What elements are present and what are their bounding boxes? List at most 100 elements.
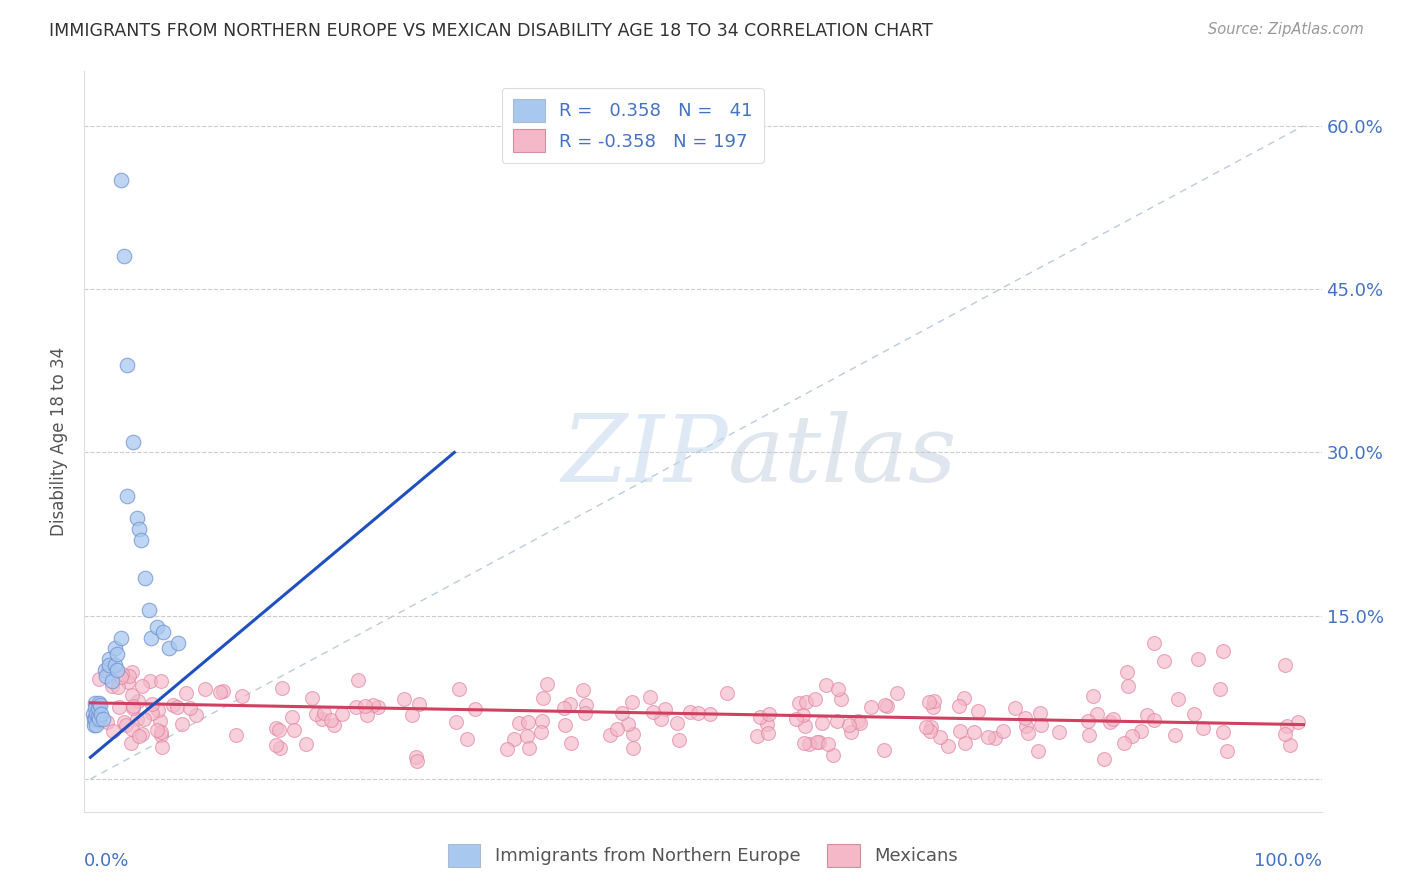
- Point: [209, 685, 232, 699]
- Point: [121, 700, 143, 714]
- Text: 100.0%: 100.0%: [1254, 853, 1322, 871]
- Point: [115, 359, 138, 373]
- Point: [184, 708, 207, 723]
- Point: [616, 716, 638, 731]
- Point: [560, 735, 582, 749]
- Point: [84, 712, 107, 726]
- Point: [141, 697, 163, 711]
- Point: [146, 703, 169, 717]
- Point: [1135, 708, 1157, 723]
- Legend: R =   0.358   N =   41, R = -0.358   N = 197: R = 0.358 N = 41, R = -0.358 N = 197: [502, 87, 763, 163]
- Point: [138, 674, 160, 689]
- Point: [502, 731, 524, 746]
- Point: [1085, 707, 1108, 722]
- Point: [367, 699, 389, 714]
- Point: [127, 712, 149, 726]
- Point: [815, 677, 838, 691]
- Point: [305, 707, 328, 722]
- Point: [121, 722, 143, 736]
- Point: [157, 641, 180, 656]
- Point: [101, 679, 124, 693]
- Point: [575, 698, 598, 712]
- Point: [984, 731, 1007, 745]
- Point: [267, 723, 290, 737]
- Point: [929, 731, 952, 745]
- Point: [1004, 700, 1026, 714]
- Point: [356, 708, 378, 723]
- Point: [785, 712, 807, 726]
- Point: [90, 706, 112, 721]
- Point: [793, 737, 815, 751]
- Point: [963, 724, 986, 739]
- Point: [83, 712, 105, 726]
- Point: [1092, 751, 1115, 765]
- Point: [1187, 652, 1209, 666]
- Point: [131, 726, 153, 740]
- Point: [84, 701, 107, 715]
- Point: [97, 657, 120, 672]
- Point: [1078, 728, 1101, 742]
- Point: [1153, 655, 1175, 669]
- Point: [530, 724, 553, 739]
- Point: [127, 694, 149, 708]
- Point: [849, 715, 872, 730]
- Point: [914, 720, 936, 734]
- Text: 0.0%: 0.0%: [84, 853, 129, 871]
- Point: [553, 701, 575, 715]
- Point: [87, 696, 110, 710]
- Point: [392, 692, 415, 706]
- Point: [131, 679, 153, 693]
- Point: [949, 723, 972, 738]
- Point: [1209, 682, 1232, 697]
- Point: [122, 434, 145, 449]
- Point: [807, 735, 830, 749]
- Point: [1192, 721, 1215, 735]
- Point: [280, 710, 302, 724]
- Point: [162, 698, 184, 713]
- Point: [610, 706, 633, 721]
- Point: [794, 695, 817, 709]
- Point: [758, 707, 780, 722]
- Point: [84, 714, 107, 729]
- Point: [231, 689, 253, 703]
- Point: [104, 641, 127, 656]
- Point: [114, 718, 136, 732]
- Point: [405, 749, 427, 764]
- Point: [1031, 718, 1053, 732]
- Point: [97, 661, 120, 675]
- Point: [149, 714, 172, 728]
- Point: [112, 714, 135, 729]
- Text: IMMIGRANTS FROM NORTHERN EUROPE VS MEXICAN DISABILITY AGE 18 TO 34 CORRELATION C: IMMIGRANTS FROM NORTHERN EUROPE VS MEXIC…: [49, 22, 934, 40]
- Point: [134, 571, 156, 585]
- Point: [225, 728, 247, 742]
- Point: [149, 673, 172, 688]
- Point: [806, 735, 828, 749]
- Point: [1164, 728, 1187, 742]
- Point: [1115, 665, 1137, 680]
- Point: [330, 706, 353, 721]
- Point: [1121, 729, 1143, 743]
- Point: [948, 699, 970, 714]
- Point: [456, 732, 478, 747]
- Point: [1014, 711, 1036, 725]
- Point: [686, 706, 709, 720]
- Point: [361, 698, 384, 712]
- Point: [641, 706, 664, 720]
- Point: [554, 718, 576, 732]
- Point: [86, 717, 108, 731]
- Point: [1212, 643, 1234, 657]
- Point: [1116, 679, 1139, 693]
- Point: [283, 723, 305, 738]
- Point: [599, 728, 621, 742]
- Point: [152, 625, 174, 640]
- Point: [1216, 744, 1239, 758]
- Point: [86, 709, 108, 723]
- Point: [408, 698, 430, 712]
- Point: [967, 705, 990, 719]
- Point: [860, 699, 883, 714]
- Point: [132, 712, 155, 726]
- Point: [1112, 736, 1135, 750]
- Point: [1047, 724, 1070, 739]
- Point: [271, 681, 294, 695]
- Point: [977, 730, 1000, 744]
